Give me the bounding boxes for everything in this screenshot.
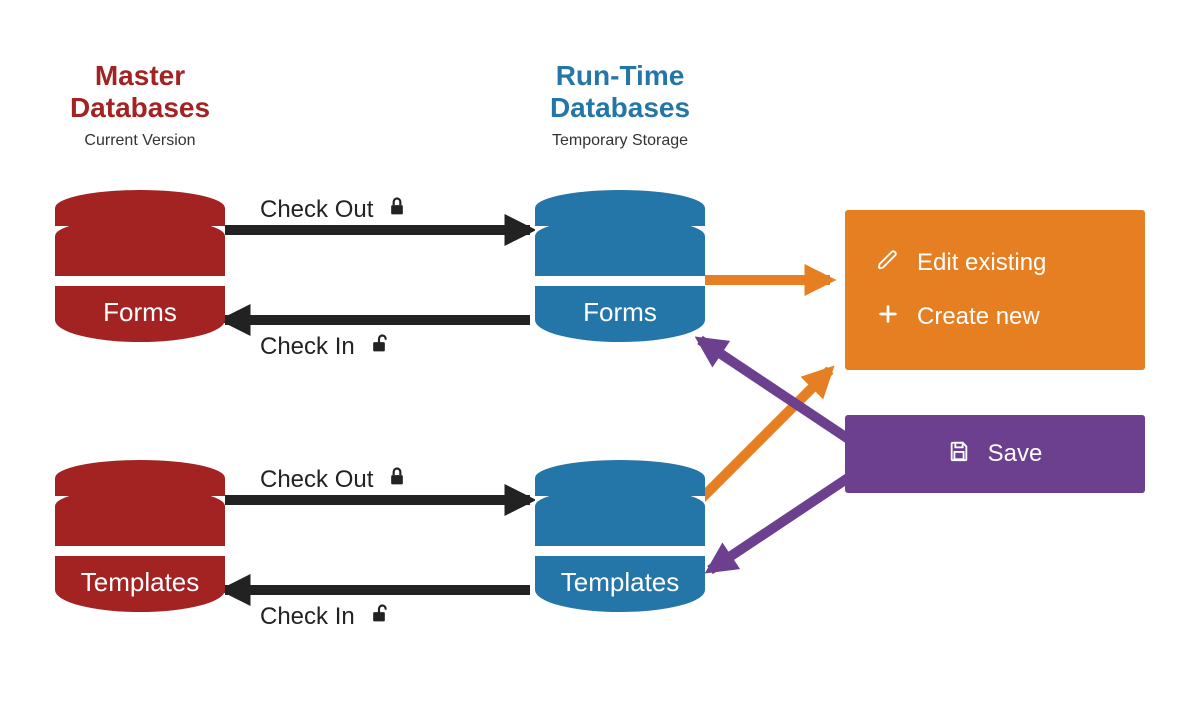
db-master-templates: Templates xyxy=(55,460,225,630)
runtime-title: Run-Time Databases xyxy=(520,60,720,124)
save-label: Save xyxy=(988,440,1043,468)
arrow-save-to-templates xyxy=(710,470,860,570)
save-icon xyxy=(948,440,970,469)
edit-existing-label: Edit existing xyxy=(917,249,1046,277)
plus-icon xyxy=(877,303,899,332)
pencil-icon xyxy=(877,249,899,278)
lock-open-icon xyxy=(369,332,389,361)
arrow-save-to-forms xyxy=(700,340,850,440)
save-box: Save xyxy=(845,415,1145,493)
lock-closed-icon xyxy=(387,465,407,494)
checkout-forms-text: Check Out xyxy=(260,196,373,224)
arrow-label-checkin-forms: Check In xyxy=(260,332,389,361)
checkin-forms-text: Check In xyxy=(260,333,355,361)
lock-open-icon xyxy=(369,602,389,631)
master-title-text: Master Databases xyxy=(70,60,210,123)
arrow-label-checkout-templates: Check Out xyxy=(260,465,407,494)
diagram-stage: Master Databases Current Version Run-Tim… xyxy=(0,0,1200,720)
create-new-row: Create new xyxy=(873,297,1117,338)
db-runtime-forms: Forms xyxy=(535,190,705,360)
create-new-label: Create new xyxy=(917,303,1040,331)
db-runtime-templates: Templates xyxy=(535,460,705,630)
master-title: Master Databases xyxy=(40,60,240,124)
lock-closed-icon xyxy=(387,195,407,224)
runtime-subtitle: Temporary Storage xyxy=(520,132,720,150)
db-master-forms: Forms xyxy=(55,190,225,360)
db-master-templates-label: Templates xyxy=(55,567,225,598)
arrow-label-checkout-forms: Check Out xyxy=(260,195,407,224)
edit-create-box: Edit existing Create new xyxy=(845,210,1145,370)
checkin-templates-text: Check In xyxy=(260,603,355,631)
runtime-title-text: Run-Time Databases xyxy=(550,60,690,123)
db-runtime-templates-label: Templates xyxy=(535,567,705,598)
edit-existing-row: Edit existing xyxy=(873,243,1117,284)
master-subtitle: Current Version xyxy=(40,132,240,150)
db-runtime-forms-label: Forms xyxy=(535,297,705,328)
checkout-templates-text: Check Out xyxy=(260,466,373,494)
db-master-forms-label: Forms xyxy=(55,297,225,328)
arrow-label-checkin-templates: Check In xyxy=(260,602,389,631)
